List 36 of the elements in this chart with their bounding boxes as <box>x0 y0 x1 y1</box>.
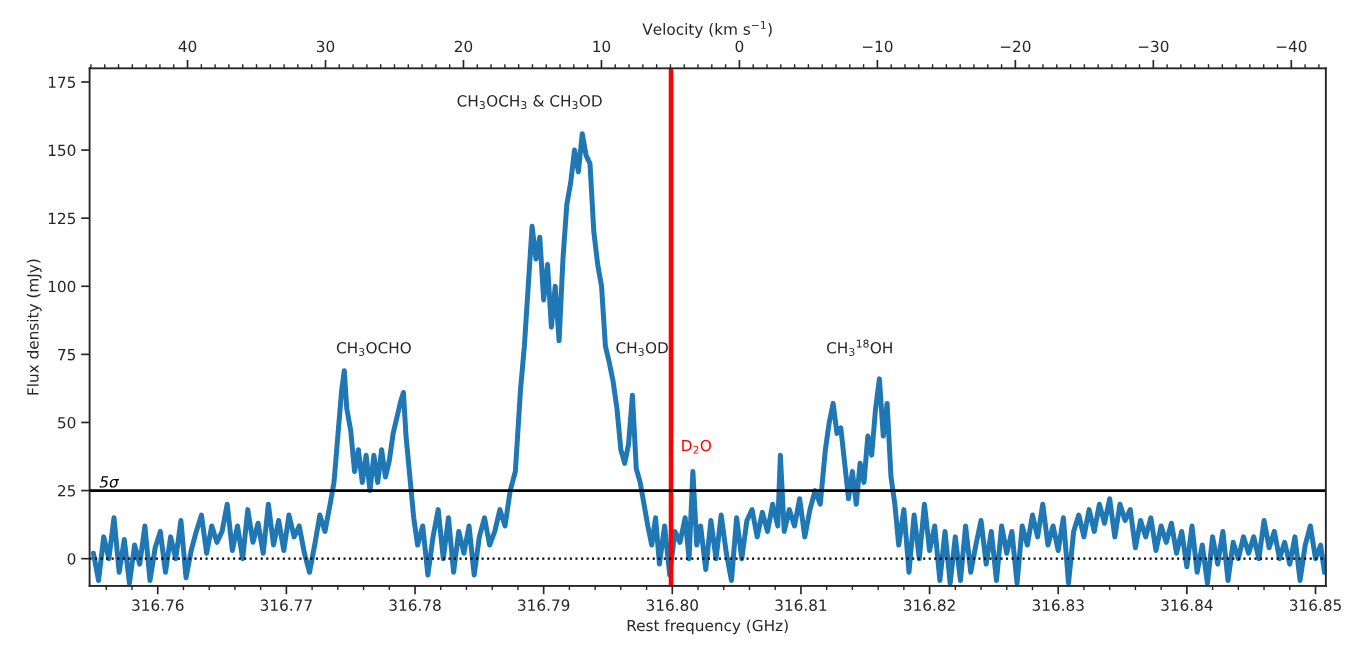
x-axis-title: Rest frequency (GHz) <box>627 619 788 635</box>
y-tick-label: 75 <box>58 349 76 361</box>
annotation: CH$_{3}$OD <box>616 341 668 356</box>
annotation: CH$_{3}$OCH$_{3}$ & CH$_{3}$OD <box>457 95 602 110</box>
x-tick-label: 316.78 <box>389 599 441 611</box>
x2-tick-label: 30 <box>316 40 335 53</box>
y-tick-label: 0 <box>67 553 76 565</box>
x2-tick-label: 20 <box>454 40 473 53</box>
y-tick-label: 25 <box>58 485 76 497</box>
x-tick-label: 316.77 <box>260 599 312 611</box>
y-tick-label: 50 <box>58 416 76 429</box>
x-tick-label: 316.79 <box>518 599 570 611</box>
y-tick-label: 100 <box>48 280 76 293</box>
x2-tick-label: 10 <box>593 40 611 53</box>
ref-line-label: D$_{2}$O <box>682 439 712 454</box>
y-axis-title: Flux density (mJy) <box>26 259 42 395</box>
x2-tick-label: −30 <box>1138 40 1169 53</box>
x2-tick-label: 0 <box>735 40 744 53</box>
annotation: CH$_{3}$$^{18}$OH <box>826 339 892 356</box>
x2-tick-label: −10 <box>862 40 893 53</box>
x-tick-label: 316.81 <box>775 599 827 611</box>
x2-tick-label: −20 <box>1000 40 1031 53</box>
y-tick-label: 150 <box>48 144 76 157</box>
y-tick-label: 175 <box>48 76 76 88</box>
y-tick-label: 125 <box>48 212 76 225</box>
ref-line-label: 5σ <box>99 476 120 488</box>
annotation: CH$_{3}$OCHO <box>336 341 411 356</box>
x-tick-label: 316.76 <box>132 599 184 611</box>
x-tick-label: 316.83 <box>1032 599 1084 611</box>
x-tick-label: 316.85 <box>1289 599 1341 611</box>
x-tick-label: 316.82 <box>904 599 955 611</box>
x2-tick-label: 40 <box>178 40 197 53</box>
x-tick-label: 316.84 <box>1161 599 1213 611</box>
x2-axis-title: Velocity (km s$^{−1}$) <box>642 21 772 38</box>
x2-tick-label: −40 <box>1276 40 1307 53</box>
x-tick-label: 316.80 <box>646 599 699 611</box>
